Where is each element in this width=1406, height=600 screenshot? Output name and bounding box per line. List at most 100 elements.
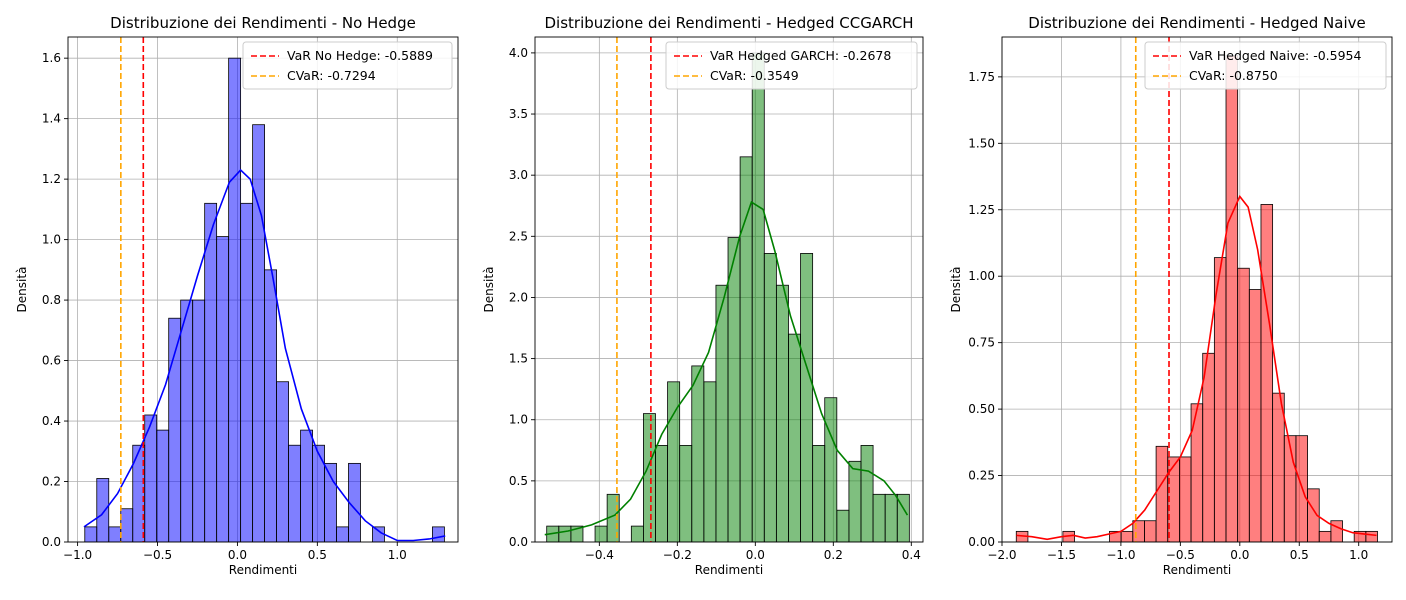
histogram-bar xyxy=(1272,392,1285,542)
histogram-bar xyxy=(824,397,838,542)
histogram-bar xyxy=(1144,520,1157,542)
histogram-bar xyxy=(1365,530,1378,542)
legend: VaR No Hedge: -0.5889 CVaR: -0.7294 xyxy=(242,41,453,90)
x-tick-label: 0.0 xyxy=(228,548,247,562)
x-tick-label: 0.5 xyxy=(1290,548,1309,562)
axes-frame xyxy=(534,36,924,543)
y-tick-label: 0.0 xyxy=(509,535,528,549)
histogram-bar xyxy=(1120,530,1134,542)
legend-box xyxy=(242,41,453,90)
histogram-bar xyxy=(896,493,910,542)
legend-cvar-label: CVaR: -0.8750 xyxy=(1189,68,1278,83)
histogram-bar xyxy=(703,381,717,542)
histogram-bar xyxy=(1155,445,1169,542)
legend-cvar-label: CVaR: -0.7294 xyxy=(287,68,376,83)
histogram-bar xyxy=(848,460,862,542)
legend: VaR Hedged Naive: -0.5954 CVaR: -0.8750 xyxy=(1144,41,1387,90)
y-tick-label: 2.5 xyxy=(509,229,528,243)
x-tick-label: −0.5 xyxy=(1166,548,1195,562)
chart-title: Distribuzione dei Rendimenti - Hedged CC… xyxy=(544,14,913,32)
x-axis-label: Rendimenti xyxy=(1163,563,1231,577)
histogram-bar xyxy=(1202,352,1215,542)
y-tick-label: 0.2 xyxy=(42,475,61,489)
legend-var-label: VaR Hedged Naive: -0.5954 xyxy=(1189,48,1362,63)
histogram-bar xyxy=(1237,267,1250,542)
x-tick-label: 0.0 xyxy=(1230,548,1249,562)
x-tick-label: 1.0 xyxy=(388,548,407,562)
y-tick-label: 0.50 xyxy=(968,402,995,416)
y-axis-label: Densità xyxy=(949,267,963,313)
histogram-bar xyxy=(1330,520,1343,542)
histogram-bar xyxy=(336,526,349,542)
x-tick-label: −1.5 xyxy=(1047,548,1076,562)
histogram-bar xyxy=(860,445,874,542)
y-tick-label: 1.25 xyxy=(968,203,995,217)
x-tick-label: −2.0 xyxy=(987,548,1016,562)
histogram-bar xyxy=(180,299,194,542)
y-tick-label: 1.75 xyxy=(968,70,995,84)
histogram-bars xyxy=(546,52,910,542)
histogram-bar xyxy=(643,413,656,542)
histogram-bar xyxy=(679,445,693,542)
chart-panel-1: −1.0 −0.5 0.0 0.5 1.0 0.0 0.2 0.4 0.6 0.8 1.0 1.2 1.… xyxy=(15,14,459,577)
legend-box xyxy=(1144,41,1387,90)
histogram-bar xyxy=(240,202,254,542)
y-tick-label: 1.0 xyxy=(42,233,61,247)
histogram-bar xyxy=(1179,456,1192,542)
kde-curve xyxy=(1016,194,1377,541)
histogram-bar xyxy=(751,52,765,542)
y-tick-label: 1.2 xyxy=(42,172,61,186)
y-tick-label: 1.6 xyxy=(42,51,61,65)
histogram-bars xyxy=(1015,55,1378,542)
histogram-bar xyxy=(775,284,789,542)
histogram-bar xyxy=(715,284,729,542)
histogram-bar xyxy=(192,299,206,542)
y-tick-label: 1.00 xyxy=(968,269,995,283)
histogram-bar xyxy=(108,526,122,542)
y-tick-label: 0.8 xyxy=(42,293,61,307)
histogram-bar xyxy=(276,381,289,542)
legend-var-label: VaR Hedged GARCH: -0.2678 xyxy=(710,48,891,63)
y-tick-label: 1.5 xyxy=(509,352,528,366)
y-tick-label: 0.6 xyxy=(42,354,61,368)
x-tick-label: 1.0 xyxy=(1349,548,1368,562)
histogram-bar xyxy=(630,525,644,542)
y-tick-label: 1.0 xyxy=(509,413,528,427)
x-tick-label: −0.2 xyxy=(663,548,692,562)
chart-panel-3: −2.0 −1.5 −1.0 −0.5 0.0 0.5 1.0 0.00 0.25 0.50 0.7… xyxy=(949,14,1393,577)
histogram-bar xyxy=(1283,435,1297,542)
histogram-bar xyxy=(324,462,337,542)
histogram-bar xyxy=(216,236,230,542)
histogram-bars xyxy=(84,57,445,542)
histogram-bar xyxy=(1225,55,1239,542)
y-tick-label: 0.5 xyxy=(509,474,528,488)
x-axis-label: Rendimenti xyxy=(695,563,763,577)
histogram-bar xyxy=(288,444,301,542)
legend-box xyxy=(665,41,918,90)
x-tick-label: −0.4 xyxy=(585,548,614,562)
histogram-bar xyxy=(763,253,777,542)
histogram-bar xyxy=(204,202,218,542)
histogram-bar xyxy=(558,525,572,542)
histogram-bar xyxy=(1132,520,1145,542)
axes-frame xyxy=(1001,36,1393,543)
y-tick-label: 1.50 xyxy=(968,136,995,150)
histogram-bar xyxy=(788,333,801,542)
histogram-bar xyxy=(96,478,110,542)
y-tick-label: 1.4 xyxy=(42,112,61,126)
histogram-bar xyxy=(691,365,705,542)
histogram-bar xyxy=(312,444,325,542)
histogram-bar xyxy=(836,509,850,542)
kde-curve xyxy=(544,200,909,536)
histogram-bar xyxy=(156,429,170,542)
axes-frame xyxy=(67,36,459,543)
histogram-bar xyxy=(812,445,826,542)
y-tick-label: 2.0 xyxy=(509,290,528,304)
histogram-bar xyxy=(727,237,741,542)
y-tick-label: 0.25 xyxy=(968,469,995,483)
x-axis-label: Rendimenti xyxy=(229,563,297,577)
histogram-bar xyxy=(800,253,814,542)
x-tick-label: −1.0 xyxy=(1106,548,1135,562)
histogram-bar xyxy=(739,156,753,542)
histogram-bar xyxy=(1318,530,1332,542)
